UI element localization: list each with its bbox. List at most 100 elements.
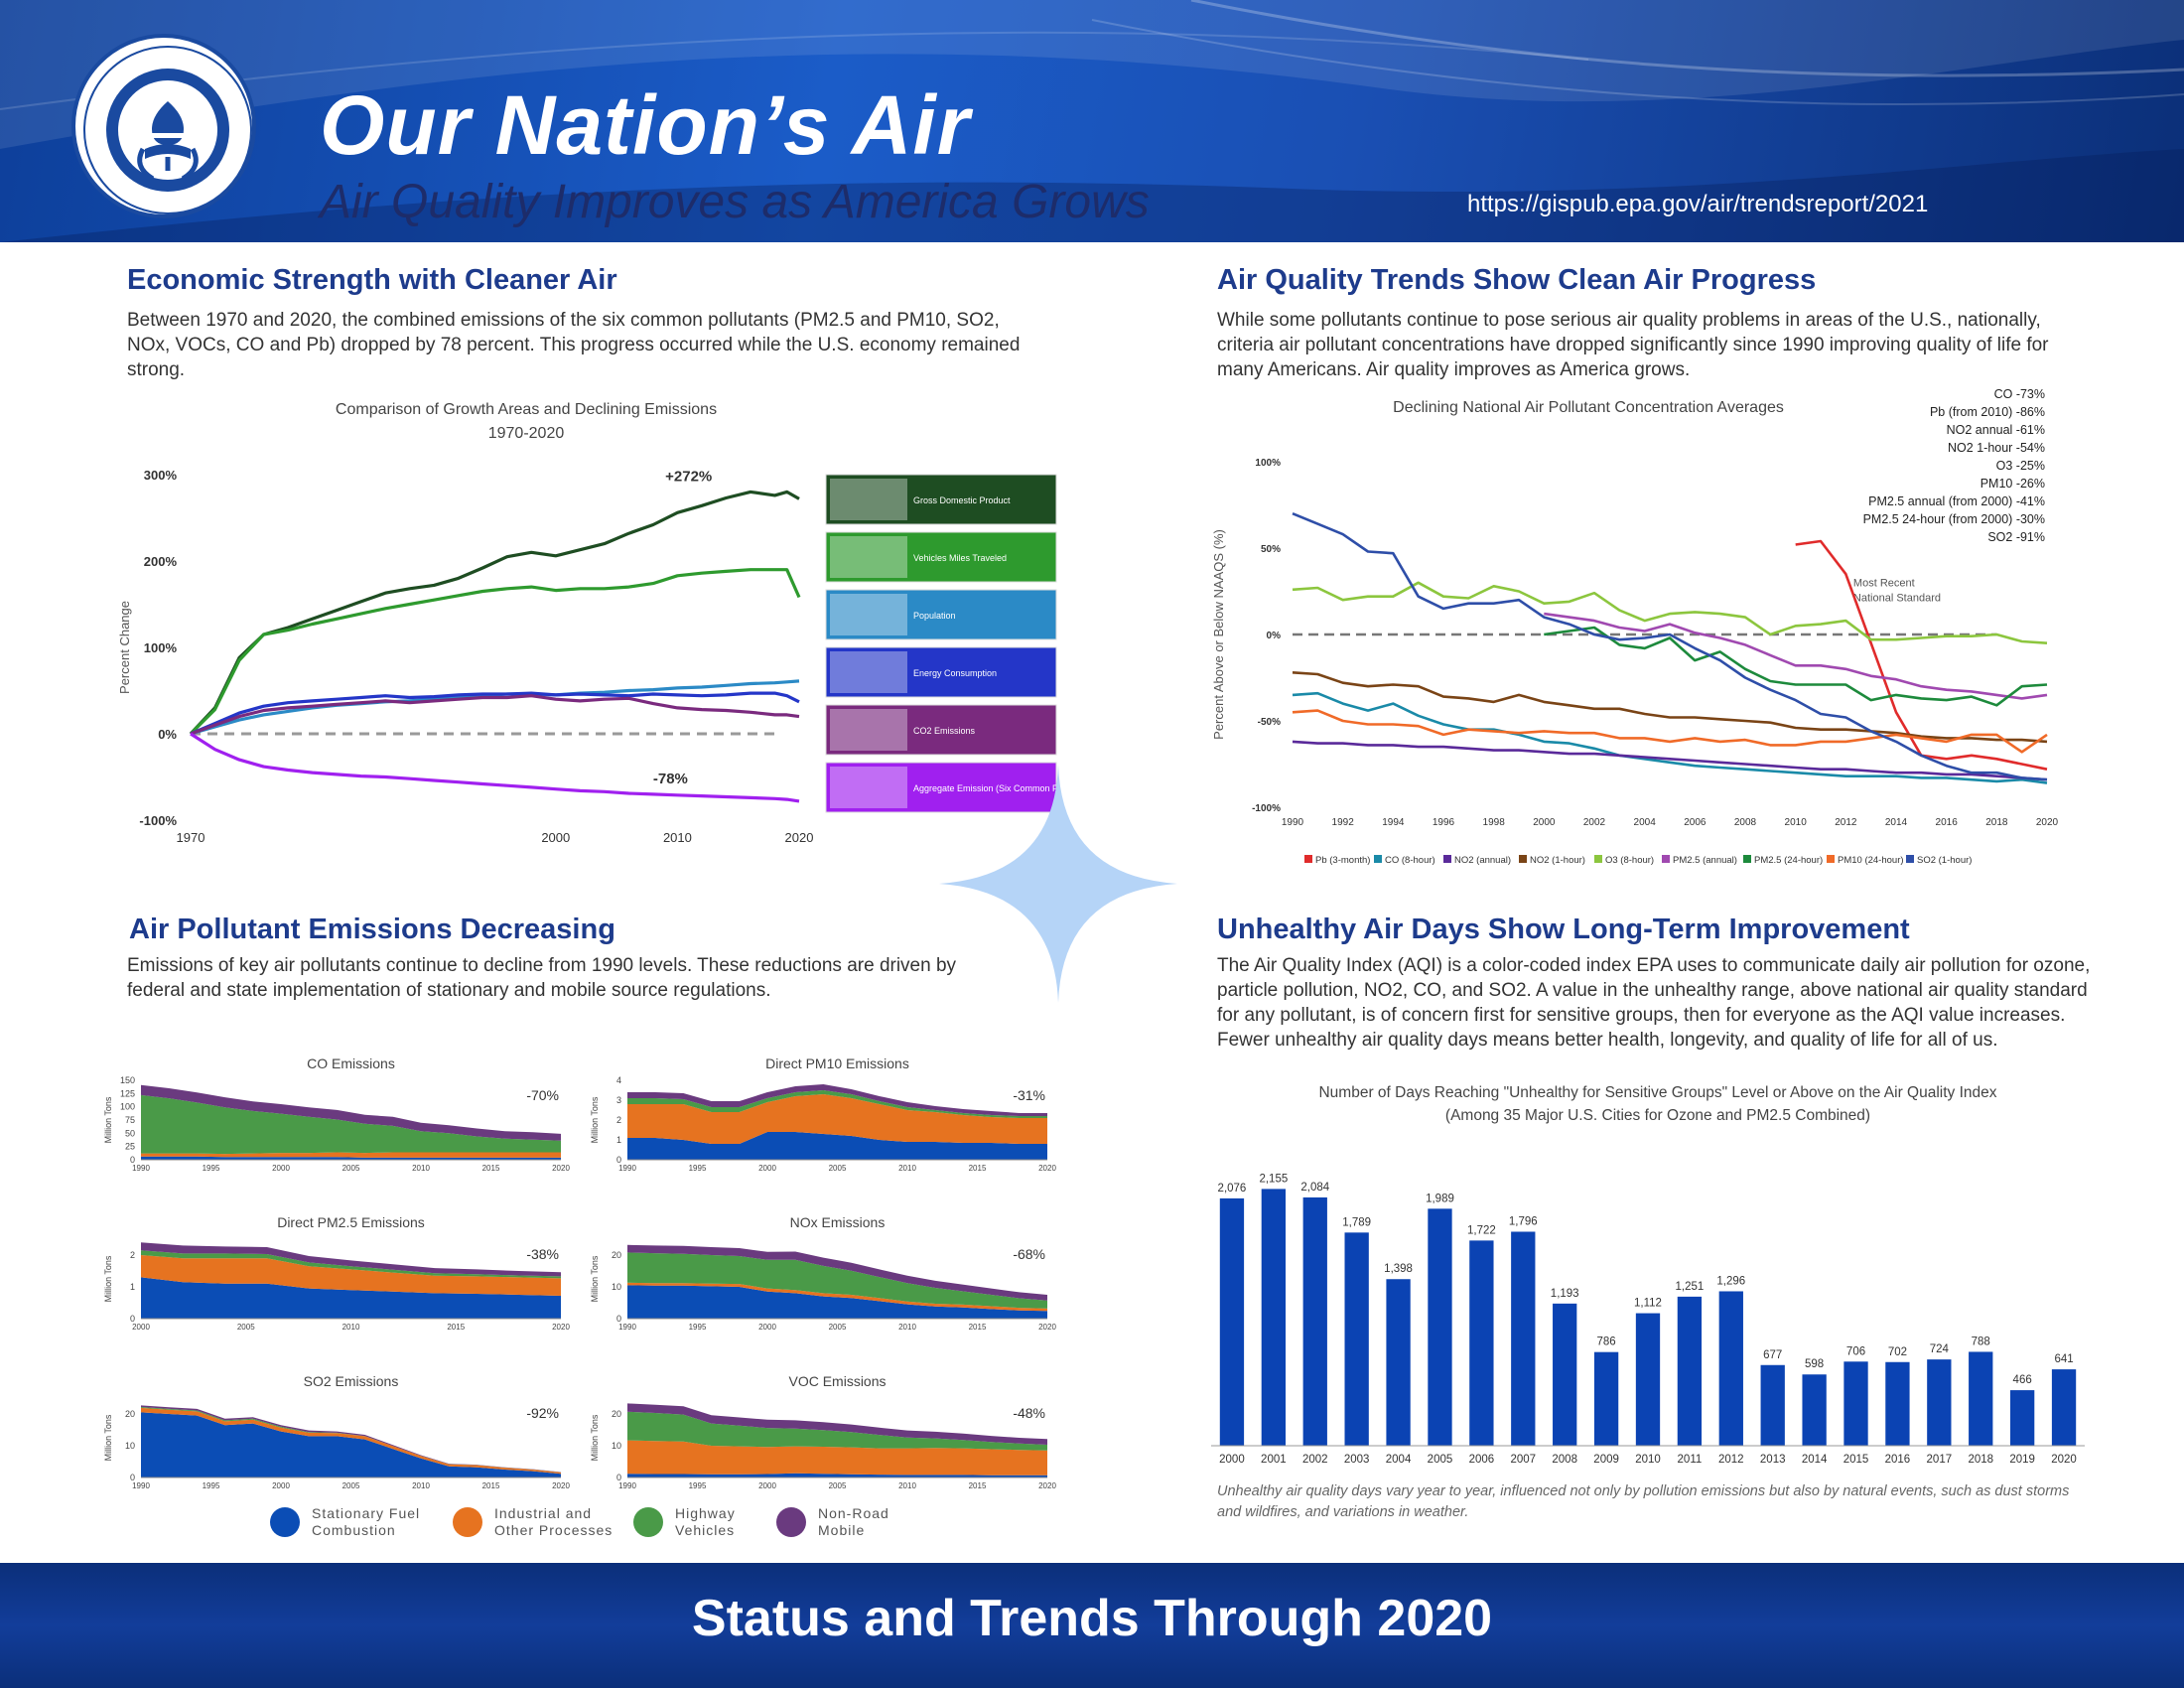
area-chart-title: VOC Emissions — [788, 1373, 886, 1389]
aqi-xtick-label: 2007 — [1510, 1454, 1536, 1466]
area-ytick-label: 100 — [120, 1102, 135, 1112]
area-xtick-label: 1995 — [689, 1323, 707, 1332]
conc-ytick-label: -50% — [1258, 717, 1281, 728]
conc-series-line — [1544, 626, 2048, 707]
growth-legend-box — [825, 531, 1057, 583]
growth-series-line — [189, 490, 800, 736]
aqi-bar — [2051, 1369, 2077, 1446]
area-xtick-label: 1995 — [203, 1164, 220, 1173]
conc-change-label: PM2.5 annual (from 2000) -41% — [1868, 494, 2045, 508]
aqi-bar-value-label: 2,084 — [1300, 1182, 1329, 1194]
conc-legend-swatch — [1519, 855, 1527, 863]
area-chart-change: -92% — [526, 1405, 559, 1421]
area-chart-change: -48% — [1013, 1405, 1045, 1421]
conc-legend-swatch — [1662, 855, 1670, 863]
area-ytick-label: 0 — [130, 1314, 135, 1324]
aqi-xtick-label: 2013 — [1760, 1454, 1786, 1466]
conc-legend-label: PM2.5 (annual) — [1673, 855, 1737, 866]
conc-ytick-label: 0% — [1267, 631, 1282, 641]
decorative-star — [939, 765, 1177, 1003]
aqi-bar — [1219, 1197, 1245, 1446]
aqi-bar — [1760, 1364, 1785, 1446]
growth-ytick-label: 300% — [144, 468, 178, 483]
conc-series-line — [1795, 539, 2048, 771]
area-chart-title: CO Emissions — [307, 1055, 395, 1071]
area-ytick-label: 4 — [616, 1075, 621, 1085]
area-series-band — [627, 1244, 1047, 1301]
conc-legend-swatch — [1304, 855, 1312, 863]
growth-legend-box — [825, 762, 1057, 813]
aqi-bar — [1593, 1351, 1619, 1446]
area-xtick-label: 2000 — [272, 1164, 290, 1173]
area-xtick-label: 2020 — [1038, 1164, 1056, 1173]
growth-legend-label: CO2 Emissions — [913, 726, 976, 736]
conc-change-label: CO -73% — [1994, 387, 2045, 401]
aqi-xtick-label: 2010 — [1635, 1454, 1661, 1466]
area-xtick-label: 2005 — [829, 1323, 847, 1332]
section-title-economy: Economic Strength with Cleaner Air — [127, 264, 617, 296]
conc-legend-swatch — [1906, 855, 1914, 863]
area-ytick-label: 125 — [120, 1088, 135, 1098]
growth-legend-label: Population — [913, 611, 956, 621]
area-ytick-label: 0 — [130, 1155, 135, 1165]
area-xtick-label: 2000 — [132, 1323, 150, 1332]
conc-standard-label: Most Recent — [1853, 577, 1915, 589]
area-xtick-label: 1990 — [618, 1164, 636, 1173]
area-ytick-label: 2 — [616, 1115, 621, 1125]
concentration-chart-title: Declining National Air Pollutant Concent… — [1393, 399, 1784, 416]
conc-ylabel: Percent Above or Below NAAQS (%) — [1211, 529, 1226, 740]
aqi-xtick-label: 2008 — [1552, 1454, 1577, 1466]
aqi-bar-value-label: 788 — [1972, 1336, 1990, 1347]
conc-change-label: PM2.5 24-hour (from 2000) -30% — [1863, 512, 2045, 526]
area-ytick-label: 20 — [612, 1409, 621, 1419]
area-xtick-label: 1995 — [689, 1481, 707, 1490]
aqi-xtick-label: 2018 — [1968, 1454, 1993, 1466]
area-series-band — [627, 1132, 1047, 1160]
conc-ytick-label: -100% — [1252, 803, 1281, 814]
emissions-legend-label: Non-Road Mobile — [818, 1505, 889, 1538]
section-title-emissions: Air Pollutant Emissions Decreasing — [129, 914, 615, 945]
area-ytick-label: 10 — [612, 1282, 621, 1292]
area-series-band — [627, 1440, 1047, 1476]
aqi-xtick-label: 2005 — [1428, 1454, 1453, 1466]
area-chart-ylabel: Million Tons — [590, 1255, 600, 1302]
section-title-trends: Air Quality Trends Show Clean Air Progre… — [1217, 264, 1817, 296]
conc-xtick-label: 2020 — [2036, 817, 2059, 828]
conc-standard-label: National Standard — [1853, 592, 1941, 604]
area-xtick-label: 1990 — [132, 1164, 150, 1173]
report-url-link[interactable]: https://gispub.epa.gov/air/trendsreport/… — [1467, 191, 1929, 217]
aqi-xtick-label: 2000 — [1219, 1454, 1245, 1466]
aqi-bar — [1969, 1351, 1993, 1446]
area-ytick-label: 150 — [120, 1075, 135, 1085]
area-xtick-label: 2015 — [969, 1481, 987, 1490]
area-series-band — [627, 1411, 1047, 1451]
area-series-band — [627, 1090, 1047, 1118]
footer-text: Status and Trends Through 2020 — [691, 1590, 1493, 1647]
aqi-bar — [1718, 1291, 1743, 1446]
area-xtick-label: 2020 — [1038, 1323, 1056, 1332]
conc-xtick-label: 2006 — [1684, 817, 1706, 828]
conc-ytick-label: 100% — [1255, 458, 1281, 469]
area-chart-change: -31% — [1013, 1087, 1045, 1103]
area-series-band — [141, 1412, 561, 1477]
aqi-xtick-label: 2012 — [1718, 1454, 1744, 1466]
conc-legend-label: CO (8-hour) — [1385, 855, 1435, 866]
area-xtick-label: 2020 — [552, 1164, 570, 1173]
conc-legend-label: Pb (3-month) — [1315, 855, 1370, 866]
area-xtick-label: 2000 — [758, 1164, 776, 1173]
aqi-xtick-label: 2015 — [1843, 1454, 1869, 1466]
aqi-xtick-label: 2014 — [1802, 1454, 1828, 1466]
area-chart-change: -38% — [526, 1246, 559, 1262]
area-xtick-label: 2010 — [898, 1164, 916, 1173]
area-xtick-label: 2010 — [412, 1164, 430, 1173]
aqi-bar-value-label: 677 — [1763, 1349, 1782, 1361]
conc-change-label: Pb (from 2010) -86% — [1930, 405, 2045, 419]
conc-series-line — [1292, 671, 2048, 744]
aqi-bar-value-label: 2,076 — [1218, 1183, 1247, 1195]
growth-legend-thumbnail — [830, 709, 907, 751]
conc-legend-label: NO2 (annual) — [1454, 855, 1511, 866]
area-ytick-label: 0 — [616, 1314, 621, 1324]
growth-series-line — [189, 568, 801, 736]
aqi-chart-title: Number of Days Reaching "Unhealthy for S… — [1318, 1084, 1997, 1101]
